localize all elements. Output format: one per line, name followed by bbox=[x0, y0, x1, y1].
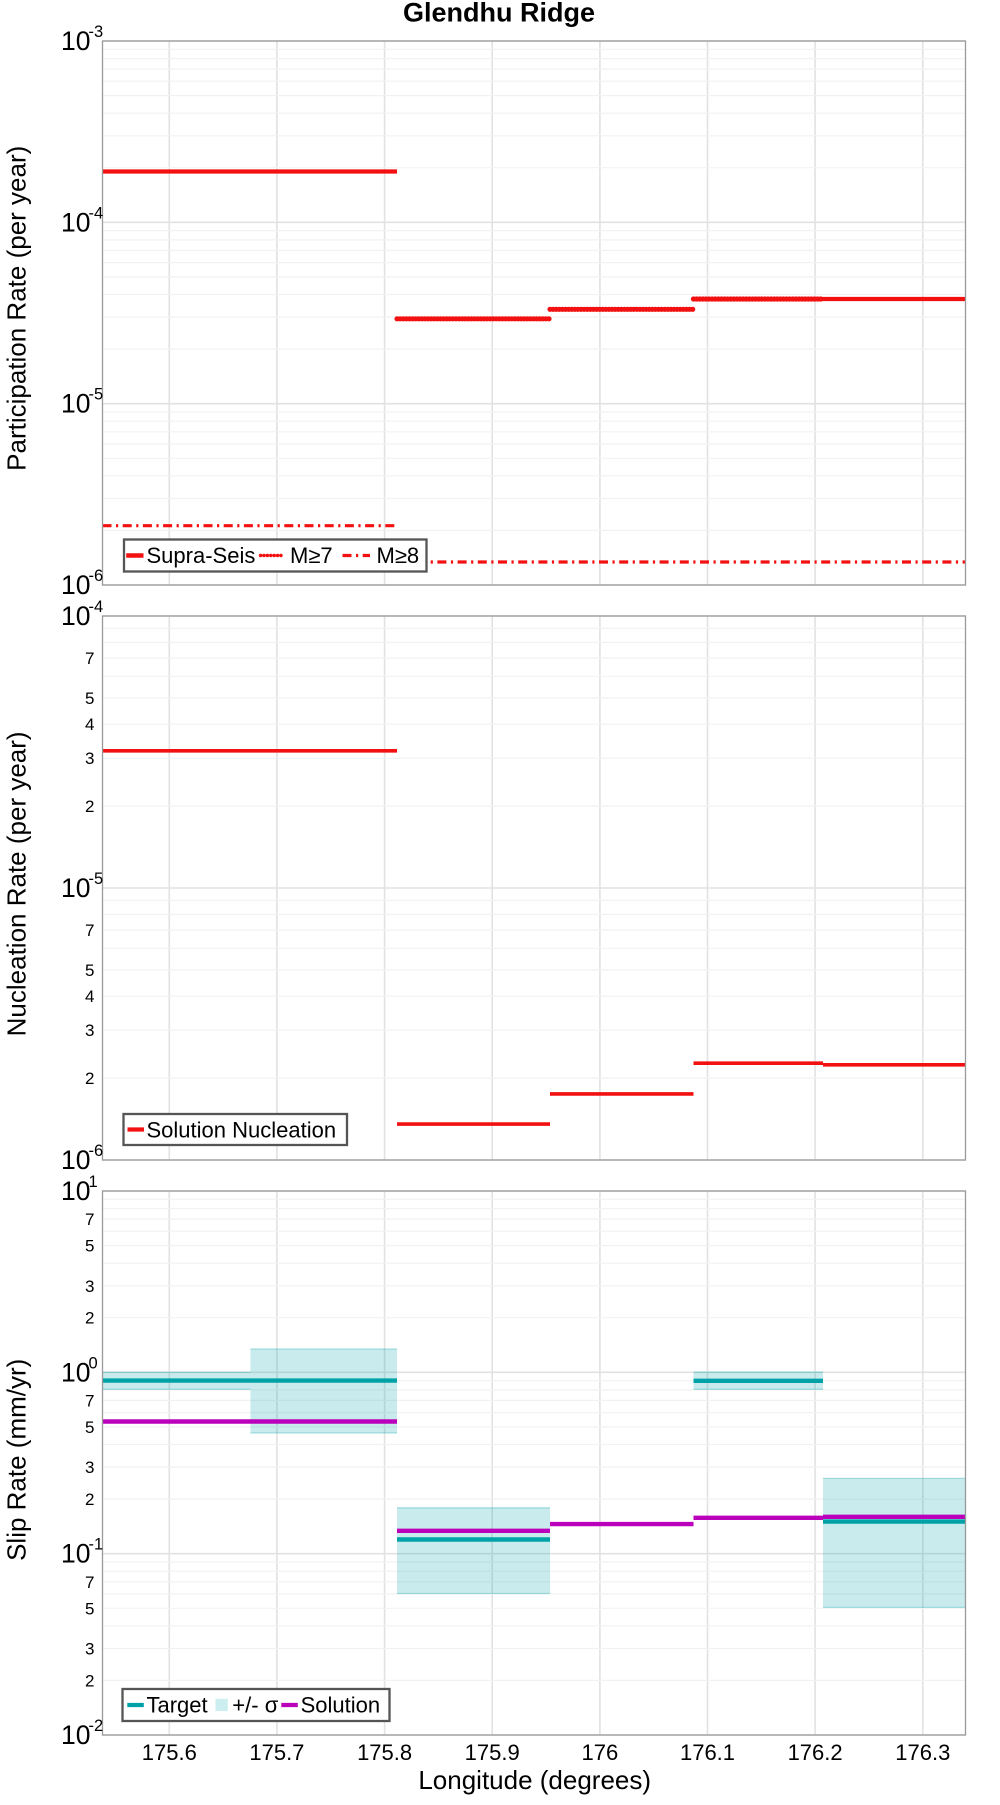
svg-text:-1: -1 bbox=[89, 1536, 104, 1554]
svg-text:2: 2 bbox=[85, 1490, 94, 1509]
svg-text:7: 7 bbox=[85, 1210, 94, 1229]
svg-text:7: 7 bbox=[85, 921, 94, 940]
svg-text:5: 5 bbox=[85, 1418, 94, 1437]
svg-text:Solution Nucleation: Solution Nucleation bbox=[147, 1118, 337, 1143]
svg-text:5: 5 bbox=[85, 1237, 94, 1256]
svg-text:4: 4 bbox=[85, 715, 94, 734]
svg-text:-6: -6 bbox=[89, 567, 104, 585]
svg-text:10: 10 bbox=[61, 570, 90, 600]
svg-text:5: 5 bbox=[85, 1599, 94, 1618]
svg-text:10: 10 bbox=[61, 389, 90, 419]
svg-text:176.3: 176.3 bbox=[895, 1740, 950, 1765]
svg-text:M≥7: M≥7 bbox=[290, 543, 333, 568]
svg-text:-3: -3 bbox=[89, 23, 104, 41]
svg-text:-5: -5 bbox=[89, 386, 104, 404]
svg-text:1: 1 bbox=[89, 1173, 98, 1191]
svg-text:5: 5 bbox=[85, 689, 94, 708]
svg-text:175.6: 175.6 bbox=[142, 1740, 197, 1765]
svg-text:10: 10 bbox=[61, 1145, 90, 1175]
svg-text:Slip Rate (mm/yr): Slip Rate (mm/yr) bbox=[2, 1359, 32, 1561]
svg-text:-2: -2 bbox=[89, 1717, 104, 1735]
svg-text:2: 2 bbox=[85, 1309, 94, 1328]
svg-text:10: 10 bbox=[61, 873, 90, 903]
svg-text:10: 10 bbox=[61, 601, 90, 631]
svg-text:Glendhu Ridge: Glendhu Ridge bbox=[403, 0, 595, 28]
svg-text:176.2: 176.2 bbox=[788, 1740, 843, 1765]
svg-text:176.1: 176.1 bbox=[680, 1740, 735, 1765]
svg-text:Target: Target bbox=[147, 1693, 208, 1718]
svg-text:4: 4 bbox=[85, 987, 94, 1006]
svg-text:2: 2 bbox=[85, 1671, 94, 1690]
svg-text:Supra-Seis: Supra-Seis bbox=[147, 543, 256, 568]
svg-text:7: 7 bbox=[85, 1391, 94, 1410]
svg-text:0: 0 bbox=[89, 1354, 98, 1372]
svg-text:2: 2 bbox=[85, 1069, 94, 1088]
svg-text:+/- σ: +/- σ bbox=[232, 1693, 278, 1718]
svg-text:175.8: 175.8 bbox=[357, 1740, 412, 1765]
svg-text:3: 3 bbox=[85, 1640, 94, 1659]
svg-text:10: 10 bbox=[61, 207, 90, 237]
svg-text:7: 7 bbox=[85, 649, 94, 668]
svg-text:-5: -5 bbox=[89, 870, 104, 888]
svg-text:3: 3 bbox=[85, 1458, 94, 1477]
svg-text:M≥8: M≥8 bbox=[377, 543, 420, 568]
svg-text:10: 10 bbox=[61, 1720, 90, 1750]
svg-text:Longitude (degrees): Longitude (degrees) bbox=[418, 1765, 651, 1795]
svg-text:2: 2 bbox=[85, 797, 94, 816]
svg-text:175.9: 175.9 bbox=[465, 1740, 520, 1765]
svg-text:3: 3 bbox=[85, 1277, 94, 1296]
svg-text:3: 3 bbox=[85, 1021, 94, 1040]
svg-text:5: 5 bbox=[85, 961, 94, 980]
svg-text:175.7: 175.7 bbox=[249, 1740, 304, 1765]
svg-text:-4: -4 bbox=[89, 204, 104, 222]
svg-text:-6: -6 bbox=[89, 1142, 104, 1160]
svg-text:Solution: Solution bbox=[301, 1693, 381, 1718]
svg-text:3: 3 bbox=[85, 749, 94, 768]
svg-text:Nucleation Rate (per year): Nucleation Rate (per year) bbox=[2, 731, 32, 1036]
svg-text:Participation Rate (per year): Participation Rate (per year) bbox=[2, 146, 32, 471]
svg-text:-4: -4 bbox=[89, 598, 104, 616]
svg-text:10: 10 bbox=[61, 26, 90, 56]
svg-text:10: 10 bbox=[61, 1176, 90, 1206]
svg-text:10: 10 bbox=[61, 1539, 90, 1569]
svg-text:7: 7 bbox=[85, 1573, 94, 1592]
svg-text:176: 176 bbox=[582, 1740, 619, 1765]
svg-text:10: 10 bbox=[61, 1357, 90, 1387]
